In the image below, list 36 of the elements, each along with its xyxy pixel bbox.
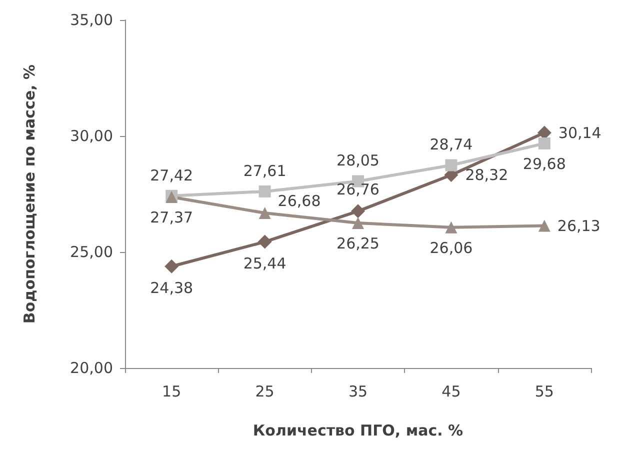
point [351, 204, 365, 218]
x-tick-label: 25 [255, 382, 274, 400]
x-tick-label: 35 [348, 382, 368, 400]
point [352, 217, 364, 229]
point [538, 137, 550, 150]
data-label: 24,38 [150, 278, 194, 297]
data-label: 26,68 [278, 192, 321, 210]
x-tick-label: 45 [442, 382, 461, 400]
point [445, 221, 458, 234]
y-tick-label: 35,00 [70, 11, 113, 29]
data-label: 29,68 [522, 154, 566, 173]
data-label: 26,13 [557, 216, 600, 235]
point [258, 207, 271, 220]
point [445, 159, 458, 172]
point [538, 220, 550, 232]
y-axis-title: Водопоглощение по массе, % [20, 64, 38, 324]
data-label: 26,76 [336, 180, 380, 199]
x-tick-label: 15 [162, 382, 182, 400]
data-label: 27,61 [243, 162, 286, 180]
data-label: 30,14 [558, 124, 602, 142]
x-tick-label: 55 [534, 382, 554, 400]
y-tick-label: 25,00 [70, 243, 113, 261]
y-tick-label: 20,00 [70, 359, 113, 377]
point [164, 259, 179, 274]
data-label: 26,06 [430, 238, 473, 257]
y-tick-label: 30,00 [70, 127, 113, 145]
data-label: 28,05 [336, 152, 380, 170]
data-label: 25,44 [243, 254, 286, 272]
point [258, 185, 271, 198]
point [258, 234, 272, 249]
data-label: 28,32 [465, 166, 508, 184]
data-label: 27,37 [150, 208, 194, 227]
data-label: 27,42 [150, 166, 194, 184]
x-axis-title: Количество ПГО, мас. % [252, 422, 464, 440]
data-label: 26,25 [336, 234, 380, 252]
data-label: 28,74 [430, 136, 473, 154]
